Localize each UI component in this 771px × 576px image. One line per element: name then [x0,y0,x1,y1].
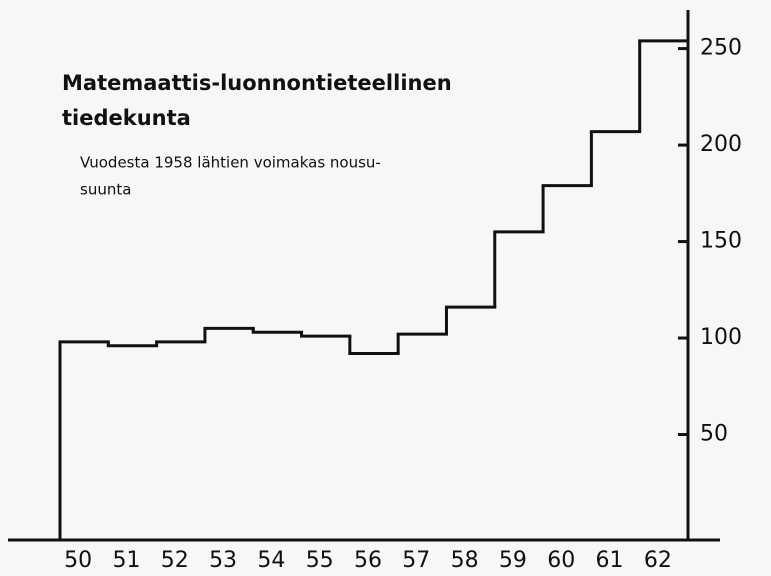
x-tick-label: 54 [257,548,285,573]
x-tick-label: 61 [596,548,624,573]
y-tick-label: 100 [700,325,742,350]
y-tick-label: 250 [700,36,742,61]
x-tick-label: 52 [161,548,189,573]
x-tick-label: 62 [644,548,672,573]
x-tick-label: 57 [402,548,430,573]
x-tick-label: 50 [64,548,92,573]
chart-title: Matemaattis-luonnontieteellinen [62,71,452,95]
x-tick-label: 55 [306,548,334,573]
chart-subtitle: suunta [80,181,131,199]
chart-title: tiedekunta [62,106,191,130]
y-tick-label: 50 [700,422,728,447]
x-tick-label: 58 [451,548,479,573]
x-tick-label: 60 [547,548,575,573]
y-tick-label: 150 [700,229,742,254]
y-tick-label: 200 [700,132,742,157]
x-tick-label: 56 [354,548,382,573]
x-tick-label: 53 [209,548,237,573]
chart-subtitle: Vuodesta 1958 lähtien voimakas nousu- [80,154,381,172]
x-tick-label: 59 [499,548,527,573]
x-tick-label: 51 [112,548,140,573]
